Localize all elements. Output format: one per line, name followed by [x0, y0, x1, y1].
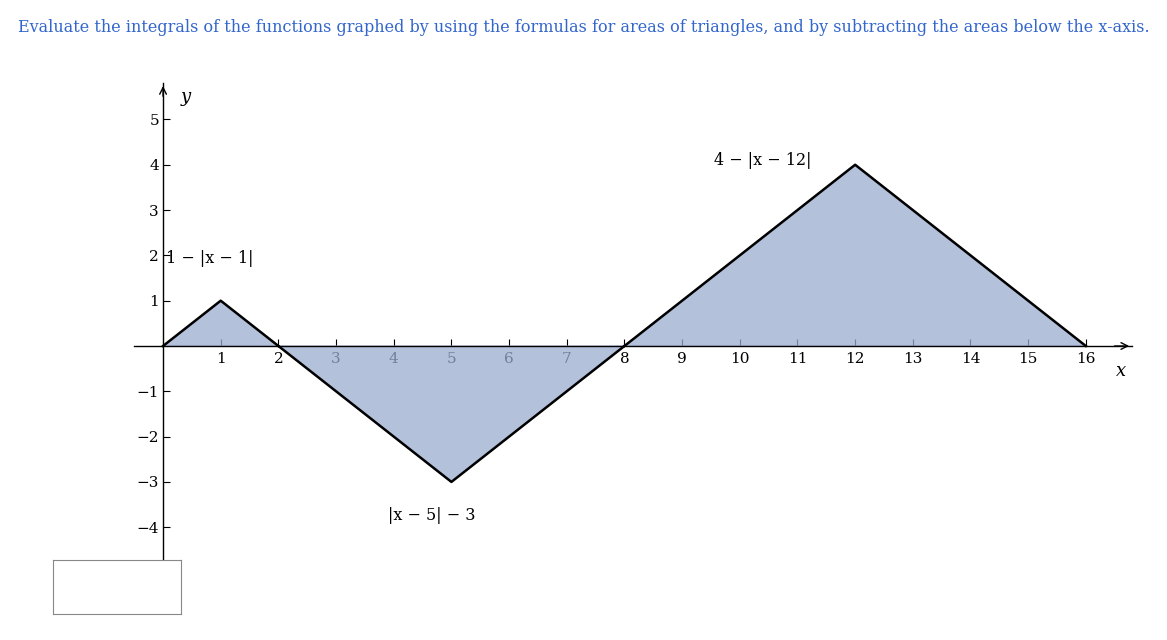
Polygon shape — [624, 164, 1085, 346]
Text: 1 − |x − 1|: 1 − |x − 1| — [166, 250, 253, 267]
Polygon shape — [279, 346, 624, 482]
Text: x: x — [1116, 362, 1126, 380]
Polygon shape — [163, 301, 279, 346]
Text: 4 − |x − 12|: 4 − |x − 12| — [714, 152, 811, 170]
Text: Evaluate the integrals of the functions graphed by using the formulas for areas : Evaluate the integrals of the functions … — [18, 19, 1149, 36]
Text: y: y — [181, 88, 190, 106]
Text: |x − 5| − 3: |x − 5| − 3 — [387, 507, 475, 524]
